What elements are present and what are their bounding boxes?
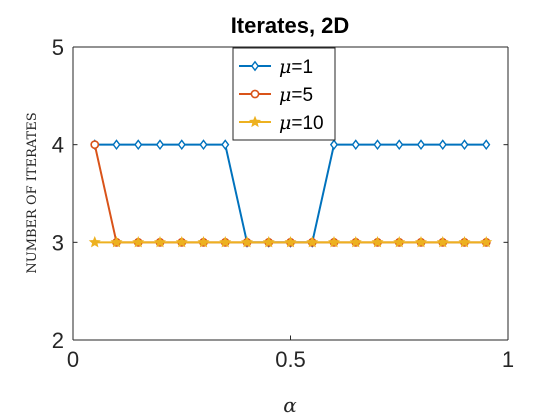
series-star	[88, 236, 493, 248]
data-point-diamond	[438, 139, 447, 151]
x-axis-label: α	[283, 393, 297, 417]
data-point-diamond	[155, 139, 165, 151]
data-point-star	[284, 236, 297, 248]
legend-label-diamond: μ=1	[279, 56, 313, 78]
data-point-star	[132, 236, 145, 248]
data-point-star	[110, 236, 123, 248]
data-point-star	[306, 236, 319, 248]
data-point-diamond	[112, 139, 121, 151]
data-point-diamond	[221, 139, 230, 151]
data-point-diamond	[373, 139, 382, 151]
legend-label-star: μ=10	[279, 112, 324, 134]
data-point-diamond	[177, 139, 186, 151]
y-axis-label: NUMBER OF ITERATES	[25, 112, 40, 273]
data-point-diamond	[460, 139, 469, 151]
legend-marker-diamond	[250, 60, 260, 72]
x-tick-label: 0.5	[275, 347, 306, 372]
data-point-diamond	[329, 139, 339, 151]
data-point-star	[262, 236, 275, 248]
data-point-diamond	[482, 139, 491, 151]
data-point-star	[328, 236, 340, 248]
legend-label-circle: μ=5	[279, 84, 313, 106]
x-tick-label: 1	[502, 347, 514, 372]
y-tick-label: 2	[52, 328, 64, 353]
data-point-star	[349, 236, 362, 248]
data-point-star	[415, 236, 427, 248]
legend-symbol: μ	[279, 56, 291, 78]
data-point-star	[88, 236, 101, 248]
chart-title: Iterates, 2D	[231, 13, 350, 38]
x-tick-label: 0	[67, 347, 79, 372]
data-point-diamond	[416, 139, 426, 151]
data-point-star	[480, 236, 493, 248]
series-layer	[88, 139, 493, 248]
legend-symbol: μ	[279, 84, 291, 106]
data-point-circle	[90, 140, 100, 150]
data-point-star	[241, 236, 253, 248]
data-point-star	[371, 236, 384, 248]
data-point-star	[458, 236, 471, 248]
data-point-diamond	[134, 139, 143, 151]
legend-symbol: μ	[279, 112, 291, 134]
y-tick-label: 5	[52, 35, 64, 60]
legend: μ=1μ=5μ=10	[232, 47, 336, 141]
legend-marker-circle	[250, 89, 260, 99]
y-tick-label: 3	[52, 230, 64, 255]
data-point-diamond	[395, 139, 404, 151]
data-point-star	[197, 236, 210, 248]
legend-value: =10	[291, 113, 323, 134]
legend-value: =5	[291, 85, 313, 106]
data-point-star	[175, 236, 188, 248]
data-point-star	[393, 236, 406, 248]
legend-value: =1	[291, 57, 313, 78]
axes: 0 0.5 1 2 3 4 5	[52, 35, 514, 372]
y-tick-label: 4	[52, 133, 64, 158]
data-point-star	[154, 236, 166, 248]
data-point-diamond	[351, 139, 360, 151]
legend-marker-star	[249, 115, 261, 128]
data-point-star	[219, 236, 232, 248]
data-point-diamond	[199, 139, 208, 151]
data-point-star	[436, 236, 449, 248]
